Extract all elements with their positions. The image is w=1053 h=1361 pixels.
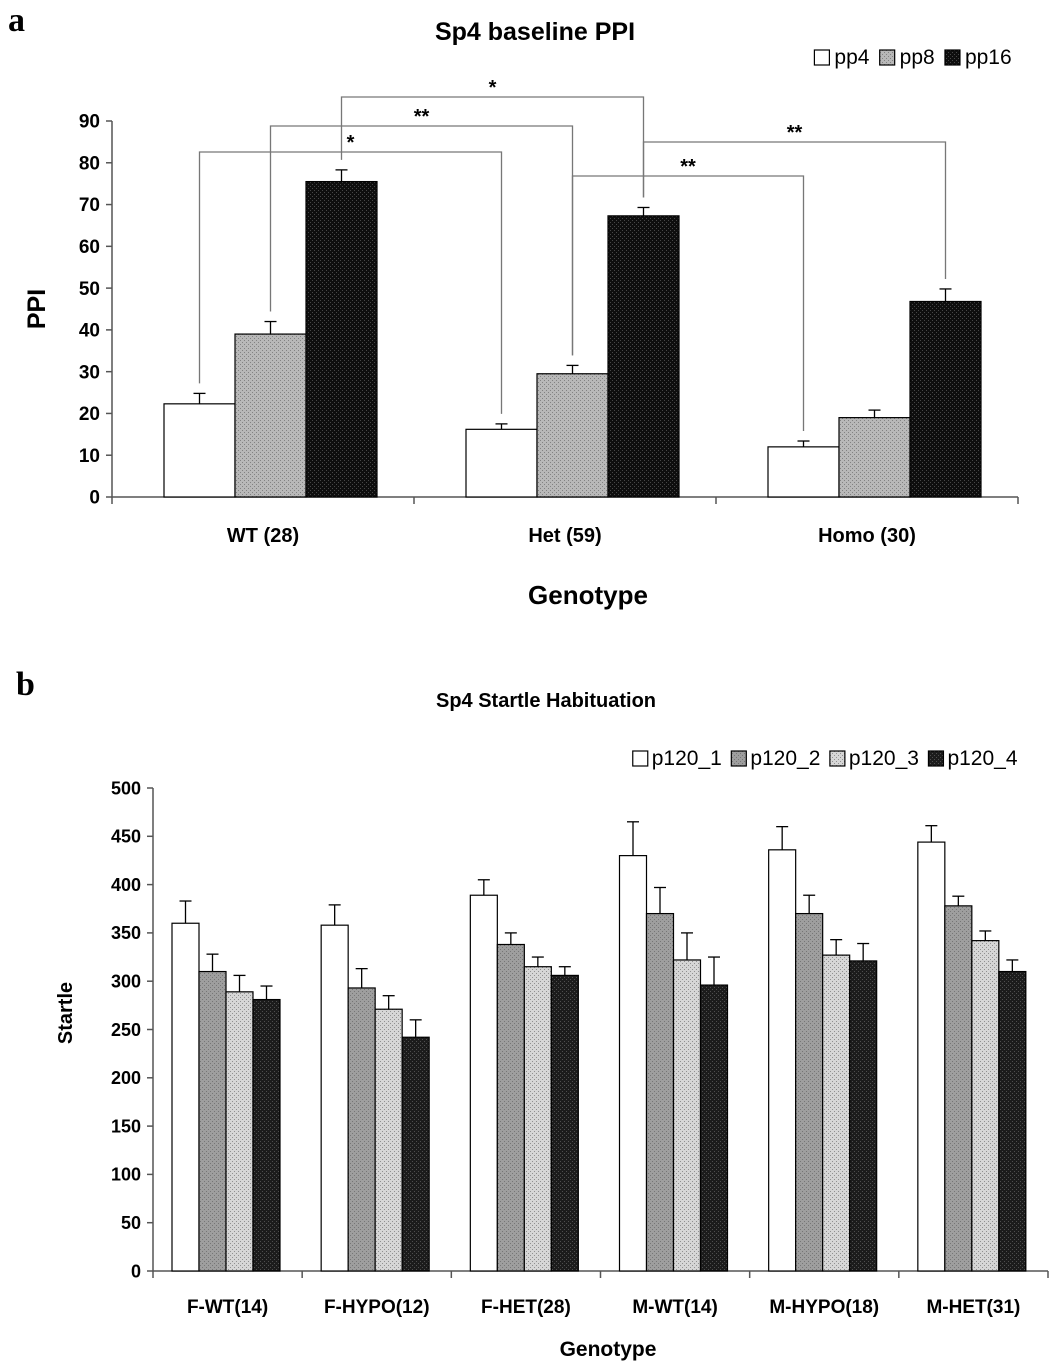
y-tick-label: 80 [79,153,100,174]
y-tick-label: 30 [79,362,100,383]
bar-p120_3 [225,991,254,1272]
bar-p120_3 [822,954,851,1272]
bar-pp4 [163,403,236,498]
y-tick-label: 450 [111,827,141,847]
y-tick-label: 250 [111,1020,141,1040]
legend-label-p120_4: p120_4 [947,747,1017,770]
panel-a-letter: a [8,2,25,39]
significance-label: ** [414,106,430,128]
y-axis-title: PPI [23,289,51,329]
legend-swatch-p120_4 [927,750,945,767]
legend-swatch-p120_2 [730,750,747,767]
legend-swatch-p120_1 [632,750,649,767]
bar-p120_1 [618,855,648,1272]
bar-pp8 [838,417,911,498]
y-tick-label: 150 [111,1116,141,1136]
bar-p120_2 [795,912,824,1272]
chart-title: Sp4 baseline PPI [435,18,635,46]
bar-p120_1 [469,894,498,1272]
legend-label-pp16: pp16 [965,46,1012,69]
significance-label: * [347,132,355,154]
legend-label-pp8: pp8 [900,46,935,69]
bar-p120_4 [550,974,579,1272]
bar-p120_1 [171,922,200,1272]
bar-p120_3 [971,940,1000,1272]
significance-bracket [198,151,503,414]
y-tick-label: 200 [111,1068,141,1088]
bar-p120_1 [320,924,349,1272]
bar-p120_3 [672,959,702,1272]
legend-swatch-p120_3 [829,750,846,767]
y-tick-label: 0 [89,488,100,509]
legend-label-p120_3: p120_3 [849,747,919,770]
bar-p120_2 [645,912,675,1272]
bar-pp4 [767,446,840,498]
bar-pp8 [536,373,609,498]
x-category-label: M-HYPO(18) [769,1297,879,1318]
x-category-label: Het (59) [528,525,601,547]
y-tick-label: 100 [111,1165,141,1185]
x-category-label: Homo (30) [818,525,916,547]
bar-pp16 [909,300,982,498]
bar-p120_2 [198,970,227,1272]
y-tick-label: 50 [79,279,100,300]
bar-p120_4 [849,960,878,1272]
y-tick-label: 10 [79,446,100,467]
legend-label-pp4: pp4 [834,46,869,69]
bar-p120_4 [401,1036,430,1272]
legend-swatch-pp16 [944,49,961,66]
bar-p120_2 [347,987,376,1272]
significance-bracket [340,96,645,198]
y-tick-label: 50 [121,1213,141,1233]
y-tick-label: 40 [79,321,100,342]
bar-p120_4 [252,998,281,1272]
chart-title: Sp4 Startle Habituation [436,690,656,712]
y-tick-label: 60 [79,237,100,258]
chart-b-startle: Sp4 Startle Habituation 0 50 100 150 200 250 30… [55,690,1049,1361]
legend-label-p120_1: p120_1 [652,747,722,770]
y-tick-label: 500 [111,778,141,798]
bar-p120_1 [917,841,946,1272]
significance-label: ** [787,122,803,144]
bar-p120_2 [496,943,525,1272]
bar-p120_1 [768,849,797,1272]
x-category-label: M-HET(31) [926,1297,1020,1318]
significance-bracket [571,175,805,432]
bar-p120_3 [523,966,552,1272]
x-category-label: F-HYPO(12) [324,1297,430,1318]
y-tick-label: 90 [79,112,100,133]
bar-pp8 [234,333,307,498]
bar-p120_3 [374,1008,403,1272]
significance-label: ** [680,156,696,178]
significance-bracket [642,141,947,279]
y-tick-label: 350 [111,923,141,943]
bar-p120_2 [944,905,973,1272]
bar-p120_4 [998,970,1027,1272]
chart-a-ppi: Sp4 baseline PPI 0 10 20 30 40 50 60 70 80 90 WT (2… [23,18,1019,610]
y-axis-title: Startle [55,982,77,1044]
y-tick-label: 20 [79,404,100,425]
y-tick-label: 400 [111,875,141,895]
bar-p120_4 [699,984,729,1272]
x-axis-title: Genotype [528,580,648,610]
y-tick-label: 0 [131,1261,141,1281]
y-tick-label: 70 [79,195,100,216]
significance-label: * [489,77,497,99]
legend-swatch-pp4 [813,49,831,66]
x-category-label: F-HET(28) [481,1297,571,1318]
y-tick-label: 300 [111,972,141,992]
bar-pp16 [305,180,378,498]
legend-swatch-pp8 [879,49,896,66]
x-category-label: M-WT(14) [632,1297,717,1318]
panel-b-letter: b [16,666,35,703]
legend-label-p120_2: p120_2 [750,747,820,770]
x-axis-title: Genotype [560,1338,657,1361]
x-category-label: WT (28) [227,525,299,547]
bar-pp4 [465,428,538,498]
x-category-label: F-WT(14) [187,1297,268,1318]
bar-pp16 [607,215,680,498]
